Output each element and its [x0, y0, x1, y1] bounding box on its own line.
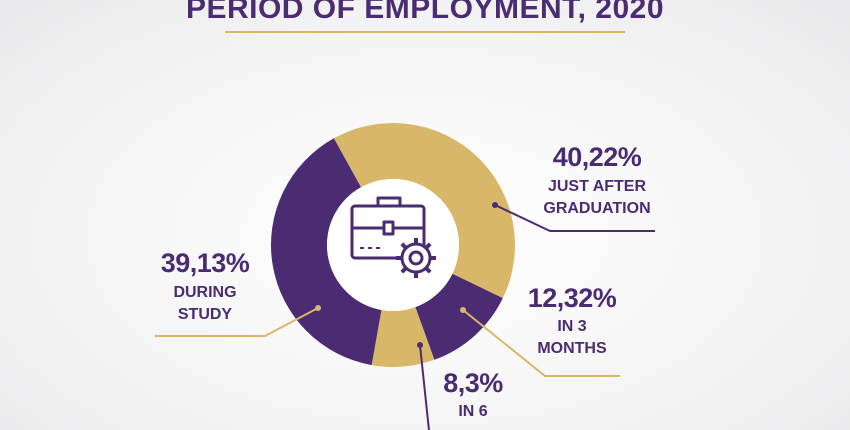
icon-part — [400, 242, 432, 274]
icon-part — [424, 242, 432, 250]
donut-segment — [371, 307, 435, 367]
leader-dot — [417, 342, 423, 348]
icon-part — [408, 250, 424, 266]
leader-line — [419, 344, 430, 430]
icon-part — [424, 266, 432, 274]
leader-dot — [492, 202, 498, 208]
leader-dot — [460, 307, 466, 313]
value-label: 40,22% — [552, 142, 642, 172]
category-label: DURING STUDY — [173, 284, 237, 323]
value-label: 12,32% — [527, 283, 617, 313]
category-label: JUST AFTER GRADUATION — [543, 178, 651, 217]
leader-line — [462, 309, 620, 377]
icon-part — [400, 242, 408, 250]
value-label: 8,3% — [443, 368, 503, 398]
donut-segment — [333, 123, 515, 299]
center-disc — [327, 179, 459, 311]
value-label: 39,13% — [160, 248, 250, 278]
leader-line — [155, 307, 319, 337]
leader-line — [494, 204, 655, 232]
category-label: IN 6 — [458, 403, 488, 420]
leader-dot — [315, 305, 321, 311]
icon-part — [376, 196, 402, 206]
donut-segment — [415, 273, 503, 360]
donut-segment — [271, 138, 382, 366]
icon-part — [382, 220, 395, 236]
icon-part — [350, 204, 426, 260]
chart-title: PERIOD OF EMPLOYMENT, 2020 — [185, 0, 665, 25]
icon-part — [400, 266, 408, 274]
category-label: IN 3 MONTHS — [537, 318, 607, 357]
briefcase-icon — [350, 196, 436, 278]
